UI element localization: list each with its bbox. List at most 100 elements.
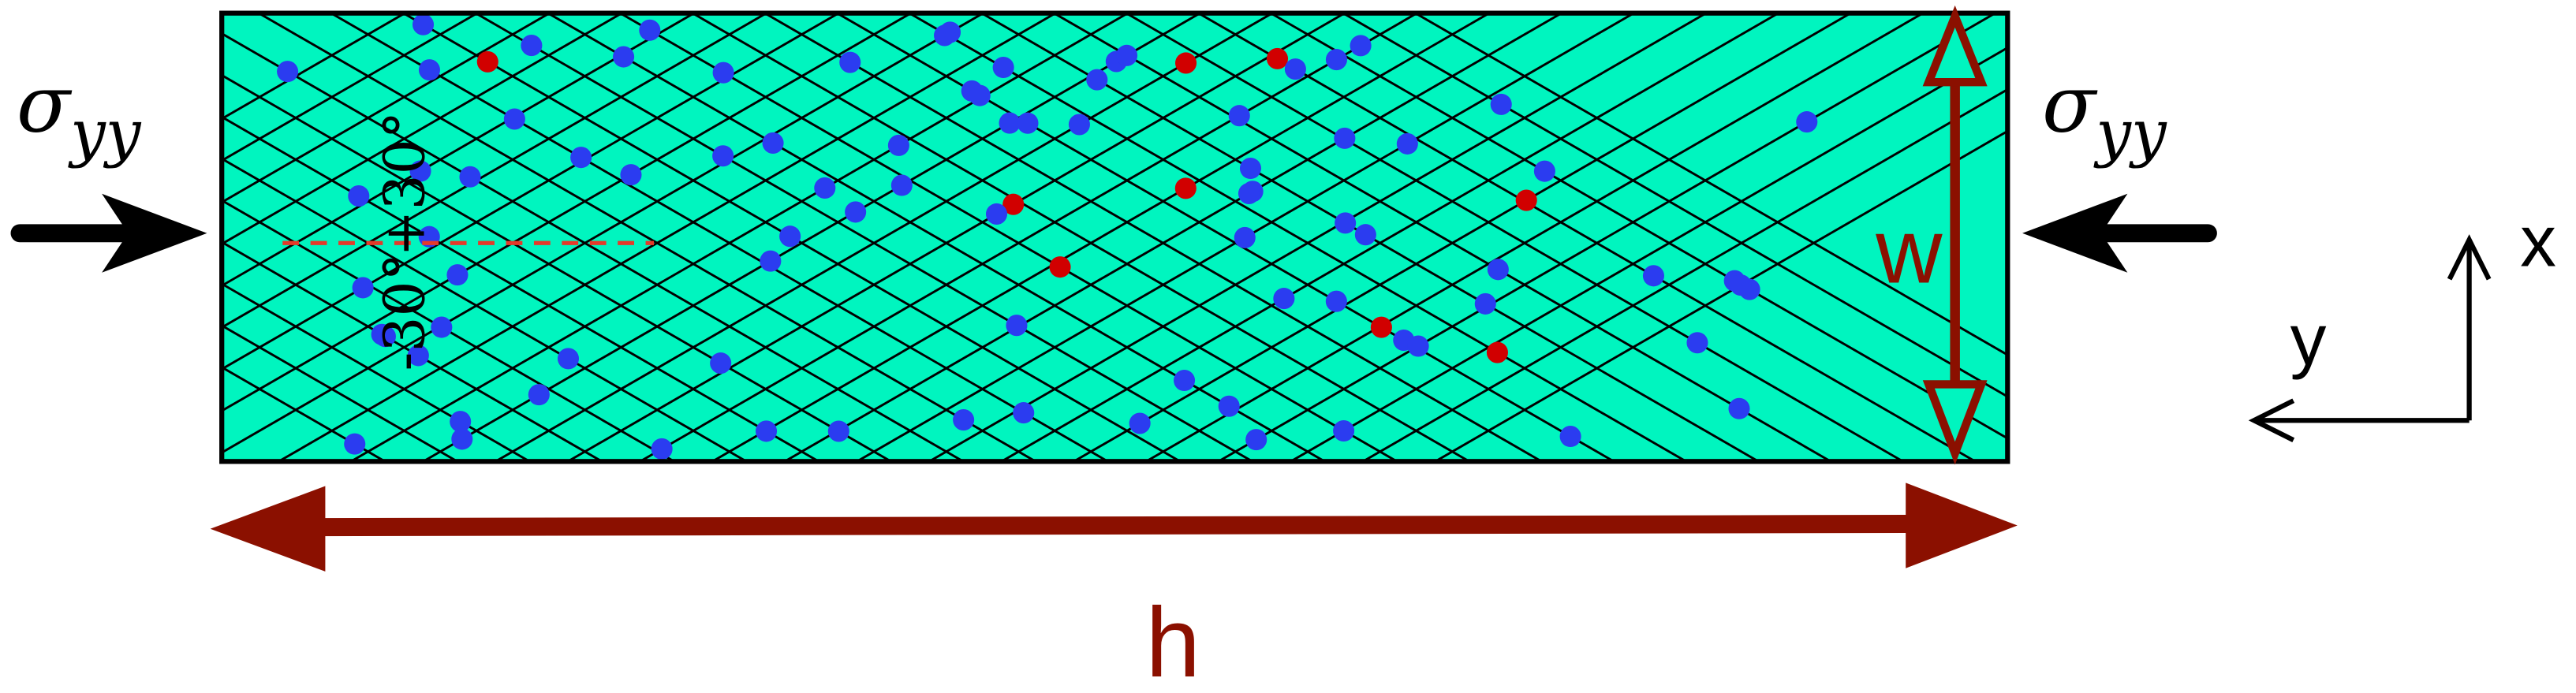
slip-line: [1144, 13, 1925, 462]
red-dot: [476, 50, 498, 73]
blue-dot: [710, 352, 732, 374]
blue-dot: [613, 46, 635, 68]
height-arrow: [210, 482, 2018, 572]
blue-dot: [1474, 292, 1496, 315]
width-arrow: [1922, 5, 1988, 465]
slip-line: [222, 282, 532, 462]
blue-dot: [459, 166, 481, 188]
blue-dot: [712, 145, 734, 167]
blue-dot: [762, 132, 784, 154]
blue-dot: [1273, 288, 1295, 310]
dots: [277, 13, 1818, 460]
blue-dot: [1174, 369, 1196, 392]
blue-dot: [827, 420, 849, 442]
blue-dot: [418, 59, 440, 81]
blue-dot: [1017, 112, 1039, 134]
blue-dot: [1350, 35, 1372, 57]
blue-dot: [1325, 290, 1347, 312]
blue-dot: [779, 225, 801, 248]
blue-dot: [1013, 402, 1035, 424]
blue-dot: [1238, 182, 1260, 205]
load-subscript: yy: [68, 97, 142, 170]
blue-dot: [503, 108, 525, 130]
blue-dot: [1396, 132, 1418, 155]
blue-dot: [348, 185, 370, 207]
blue-dot: [431, 316, 453, 338]
load-subscript: yy: [2093, 97, 2167, 170]
red-dot: [1370, 316, 1392, 338]
blue-dot: [999, 112, 1021, 134]
slip-line: [493, 13, 1275, 462]
blue-dot: [409, 160, 431, 182]
blue-dot: [651, 438, 673, 460]
blue-dot: [344, 433, 366, 455]
blue-dot: [969, 84, 991, 106]
blue-dot: [712, 61, 734, 84]
blue-dot: [992, 56, 1014, 79]
blue-dot: [557, 348, 580, 370]
blue-dot: [755, 420, 778, 442]
blue-dot: [1325, 49, 1347, 71]
blue-dot: [1728, 397, 1750, 419]
axis-y-label: y: [2290, 300, 2327, 380]
blue-dot: [760, 250, 782, 272]
blue-dot: [887, 134, 909, 156]
axis-x-label: x: [2520, 201, 2556, 281]
blue-dot: [407, 345, 429, 367]
right-load: σyy: [2042, 58, 2167, 170]
specimen-border: [219, 10, 2010, 464]
blue-dot: [1068, 114, 1090, 136]
slip-line: [854, 13, 1637, 462]
blue-dot: [1642, 265, 1665, 287]
blue-dot: [412, 13, 435, 35]
blue-dot: [890, 174, 913, 196]
blue-dot: [570, 147, 592, 169]
blue-dot: [1234, 226, 1256, 248]
blue-dot: [1533, 160, 1555, 182]
load-symbol: σ: [2042, 58, 2098, 151]
red-dot: [1002, 193, 1025, 215]
slip-line: [349, 13, 1130, 462]
red-dot: [1175, 52, 1197, 74]
blue-dot: [1218, 395, 1240, 417]
blue-dot: [953, 409, 975, 431]
slip-line: [222, 13, 986, 454]
blue-dot: [1490, 93, 1512, 115]
blue-dot: [1730, 274, 1752, 296]
slip-line: [222, 13, 842, 371]
blue-dot: [277, 61, 299, 83]
slip-line: [1071, 13, 1854, 462]
blue-dot: [620, 164, 642, 186]
coordinate-axes: [2248, 234, 2492, 443]
blue-dot: [1407, 335, 1429, 357]
blue-dot: [1245, 429, 1267, 451]
slip-line: [1361, 88, 2008, 462]
slip-line: [276, 13, 1058, 462]
blue-dot: [1354, 224, 1376, 246]
red-dot: [1486, 341, 1508, 363]
slip-line: [222, 324, 460, 462]
blue-dot: [839, 51, 861, 73]
blue-dot: [1228, 105, 1250, 127]
blue-dot: [451, 428, 473, 450]
blue-dot: [1006, 315, 1028, 337]
red-dot: [1266, 47, 1289, 69]
red-dot: [1049, 256, 1071, 278]
blue-dot: [528, 384, 550, 406]
left-load: σyy: [17, 58, 142, 170]
blue-dot: [1487, 259, 1509, 281]
blue-dot: [1116, 44, 1138, 66]
blue-dot: [639, 19, 661, 41]
angle-upper: +30°: [371, 111, 437, 257]
slip-line: [222, 13, 480, 162]
blue-dot: [371, 323, 393, 345]
width-label: w: [1875, 199, 1943, 302]
left-arrow: [10, 193, 207, 273]
blue-dot: [814, 177, 836, 199]
load-symbol: σ: [17, 58, 73, 151]
angle-lower: -30°: [371, 253, 437, 371]
blue-dot: [521, 35, 543, 57]
blue-dot: [1334, 127, 1356, 149]
